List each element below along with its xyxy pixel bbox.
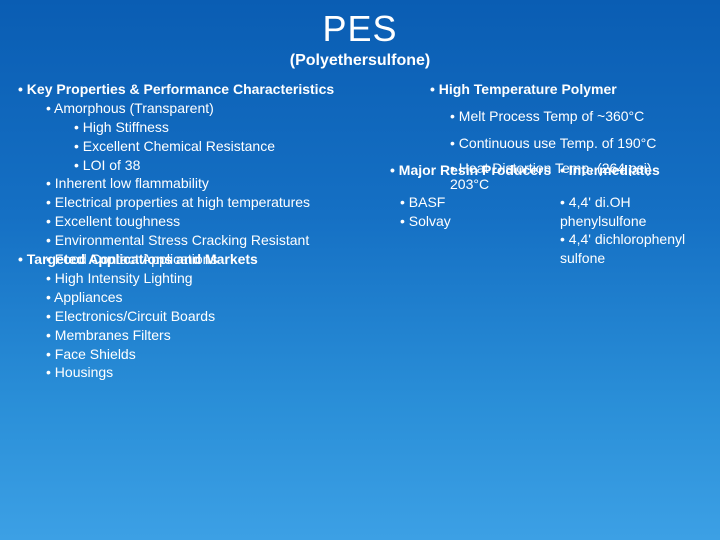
left-item: • Housings: [18, 363, 388, 382]
left-item: • Excellent Chemical Resistance: [18, 137, 388, 156]
intermediate-item: • 4,4' di.OH phenylsulfone: [560, 193, 710, 231]
right-heading-1: • High Temperature Polymer: [400, 80, 710, 99]
left-heading-overlap-b: • Food Contact Applications: [18, 250, 217, 269]
producer-item: • BASF: [400, 193, 550, 212]
left-item: • High Stiffness: [18, 118, 388, 137]
right-overlap-203: 203°C: [450, 175, 489, 194]
left-item: • LOI of 38: [18, 156, 388, 175]
left-heading-1: • Key Properties & Performance Character…: [18, 80, 388, 99]
producer-item: • Solvay: [400, 212, 550, 231]
left-item: • Electronics/Circuit Boards: [18, 307, 388, 326]
left-item: • Membranes Filters: [18, 326, 388, 345]
content-area: • Key Properties & Performance Character…: [0, 80, 720, 540]
slide-subtitle: (Polyethersulfone): [0, 52, 720, 70]
right-overlap-intermediates: • Intermediates: [560, 161, 660, 180]
left-item: • Environmental Stress Cracking Resistan…: [18, 231, 388, 250]
right-item: • Melt Process Temp of ~360°C: [400, 107, 710, 126]
left-column: • Key Properties & Performance Character…: [18, 80, 388, 382]
left-item: • Electrical properties at high temperat…: [18, 193, 388, 212]
right-item: • Continuous use Temp. of 190°C: [400, 134, 710, 153]
left-item: • Excellent toughness: [18, 212, 388, 231]
left-item: • High Intensity Lighting: [18, 269, 388, 288]
left-item: • Face Shields: [18, 345, 388, 364]
left-item: • Inherent low flammability: [18, 174, 388, 193]
right-column: • High Temperature Polymer • Melt Proces…: [400, 80, 710, 193]
slide-title: PES: [0, 0, 720, 50]
intermediate-item: • 4,4' dichlorophenyl sulfone: [560, 230, 710, 268]
left-item: • Appliances: [18, 288, 388, 307]
left-item: • Amorphous (Transparent): [18, 99, 388, 118]
